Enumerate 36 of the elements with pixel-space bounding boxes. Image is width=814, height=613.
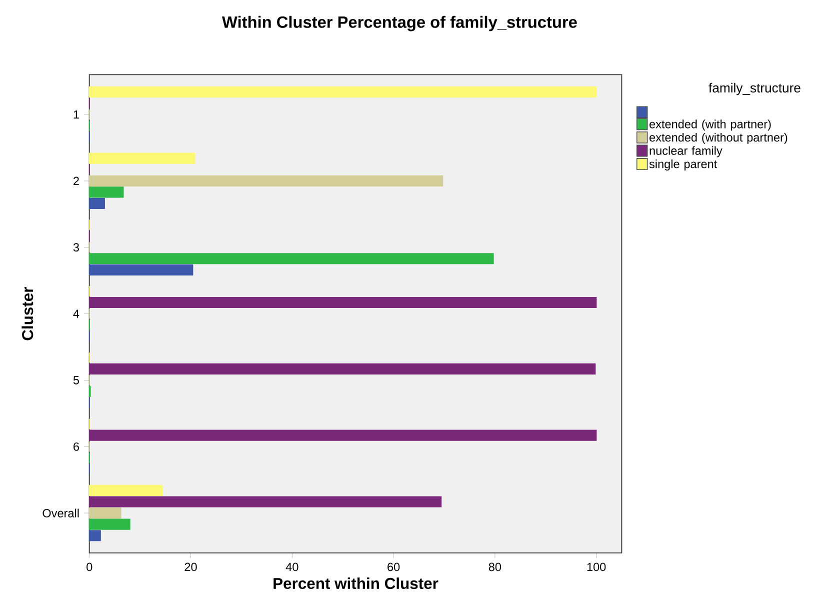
y-tick-label: 2 bbox=[74, 176, 79, 186]
x-tick-label: 40 bbox=[286, 562, 298, 572]
x-tick-label: 100 bbox=[587, 562, 606, 572]
y-tick-label: 6 bbox=[74, 442, 79, 451]
bar bbox=[88, 198, 105, 210]
bar bbox=[88, 530, 101, 542]
bar bbox=[88, 86, 597, 98]
legend-title: family_structure bbox=[708, 82, 800, 96]
x-tick-label: 0 bbox=[86, 562, 92, 572]
y-tick-label: 5 bbox=[73, 376, 80, 384]
x-axis-title: Percent within Cluster bbox=[274, 578, 438, 590]
bar bbox=[88, 264, 194, 276]
x-tick-label: 20 bbox=[184, 562, 197, 572]
bar bbox=[88, 496, 442, 508]
legend-label: single parent bbox=[649, 160, 718, 171]
bar bbox=[88, 186, 124, 198]
x-tick-label: 60 bbox=[388, 562, 400, 572]
x-tick-label: 80 bbox=[488, 562, 502, 572]
y-axis-title: Cluster bbox=[22, 287, 34, 340]
legend-label: extended (without partner) bbox=[650, 133, 788, 144]
chart-title: Within Cluster Percentage of family_structure bbox=[222, 16, 577, 32]
y-tick-label: 1 bbox=[74, 110, 79, 119]
legend-label: nuclear family bbox=[650, 146, 722, 158]
bar bbox=[88, 152, 196, 164]
legend-label: extended (with partner) bbox=[650, 120, 771, 131]
y-tick-label: 3 bbox=[73, 243, 79, 252]
y-tick-label: Overall bbox=[42, 508, 79, 518]
bar bbox=[88, 508, 122, 519]
bar bbox=[88, 518, 130, 530]
bar bbox=[88, 175, 444, 187]
bar bbox=[88, 363, 596, 375]
bar bbox=[88, 297, 597, 308]
bar bbox=[88, 430, 597, 441]
bar bbox=[88, 253, 494, 264]
y-tick-label: 4 bbox=[73, 310, 80, 318]
bar bbox=[88, 485, 163, 496]
